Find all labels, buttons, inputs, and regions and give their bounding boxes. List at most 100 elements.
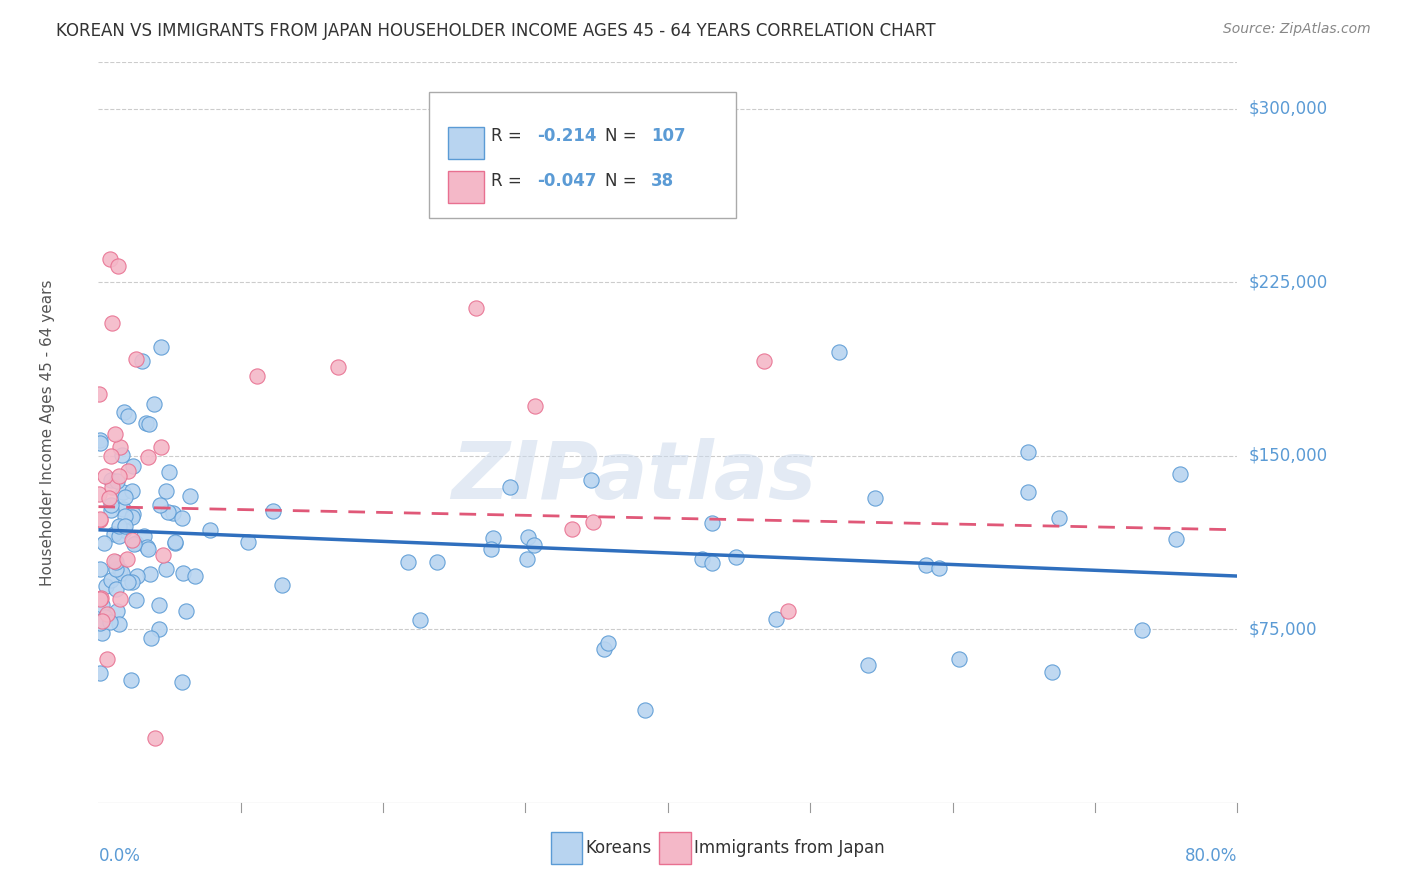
Point [90, 591, 112, 606]
Point [162, 506, 184, 520]
Point [107, 259, 129, 273]
Text: R =: R = [491, 128, 522, 145]
Text: 80.0%: 80.0% [1185, 847, 1237, 865]
Point [409, 613, 432, 627]
Point [100, 498, 122, 512]
Point [100, 473, 122, 487]
Point [328, 359, 350, 374]
Point [108, 592, 131, 607]
Point [138, 567, 160, 582]
Text: KOREAN VS IMMIGRANTS FROM JAPAN HOUSEHOLDER INCOME AGES 45 - 64 YEARS CORRELATIO: KOREAN VS IMMIGRANTS FROM JAPAN HOUSEHOL… [56, 22, 936, 40]
Point [915, 558, 938, 572]
Point [131, 353, 153, 368]
Point [396, 555, 419, 569]
Point [124, 593, 146, 607]
Text: -0.047: -0.047 [537, 172, 596, 190]
Point [174, 604, 197, 618]
Point [522, 538, 544, 552]
Point [89, 666, 111, 681]
Text: $75,000: $75,000 [1249, 620, 1317, 639]
Point [89, 512, 111, 526]
FancyBboxPatch shape [449, 171, 485, 203]
Point [96, 607, 118, 622]
Point [172, 674, 194, 689]
Point [132, 529, 155, 543]
Point [149, 340, 172, 354]
Text: $300,000: $300,000 [1249, 100, 1327, 118]
Text: $225,000: $225,000 [1249, 273, 1327, 291]
Point [700, 516, 723, 530]
Point [148, 622, 170, 636]
Point [101, 480, 124, 494]
Point [155, 484, 177, 499]
Point [87, 387, 110, 401]
Point [117, 464, 139, 478]
Point [117, 409, 139, 423]
Point [155, 562, 177, 576]
Point [108, 563, 131, 577]
Point [115, 552, 138, 566]
Text: N =: N = [605, 172, 637, 190]
Point [108, 519, 131, 533]
Point [111, 566, 134, 580]
Point [96, 652, 118, 666]
Point [125, 352, 148, 367]
Text: Householder Income Ages 45 - 64 years: Householder Income Ages 45 - 64 years [39, 279, 55, 586]
Point [778, 604, 800, 618]
Point [262, 504, 284, 518]
Point [89, 592, 111, 607]
Text: Immigrants from Japan: Immigrants from Japan [695, 839, 884, 857]
Point [200, 523, 222, 537]
Point [236, 535, 259, 549]
Point [108, 529, 131, 543]
Point [103, 527, 125, 541]
Point [105, 582, 128, 597]
Point [93, 468, 115, 483]
Point [481, 531, 503, 545]
Point [1130, 623, 1153, 637]
Point [579, 473, 602, 487]
Point [516, 551, 538, 566]
Point [856, 658, 879, 673]
Text: 0.0%: 0.0% [98, 847, 141, 865]
Point [105, 562, 128, 576]
Point [1017, 445, 1039, 459]
Point [100, 503, 122, 517]
Point [136, 541, 159, 556]
Point [479, 541, 502, 556]
Point [89, 616, 111, 631]
Point [121, 458, 143, 473]
Point [98, 252, 121, 266]
Point [100, 449, 122, 463]
Point [114, 518, 136, 533]
Point [1047, 510, 1070, 524]
Point [121, 533, 143, 548]
Point [104, 555, 127, 569]
Point [121, 509, 143, 524]
Point [107, 469, 129, 483]
Point [157, 465, 180, 479]
Point [135, 541, 157, 555]
Point [125, 535, 148, 549]
Text: 38: 38 [651, 172, 673, 190]
Point [89, 562, 111, 576]
Point [725, 549, 748, 564]
Point [145, 731, 167, 745]
Point [94, 579, 117, 593]
Point [1164, 532, 1187, 546]
Point [1017, 484, 1039, 499]
Point [165, 534, 187, 549]
Point [111, 448, 134, 462]
Text: Source: ZipAtlas.com: Source: ZipAtlas.com [1223, 22, 1371, 37]
Text: 107: 107 [651, 128, 685, 145]
Point [89, 433, 111, 447]
FancyBboxPatch shape [659, 831, 690, 864]
Point [94, 610, 117, 624]
Point [582, 515, 605, 529]
Point [89, 487, 111, 501]
Point [1040, 665, 1063, 679]
Point [828, 344, 851, 359]
Point [148, 598, 170, 612]
Point [517, 530, 540, 544]
Point [136, 450, 159, 464]
